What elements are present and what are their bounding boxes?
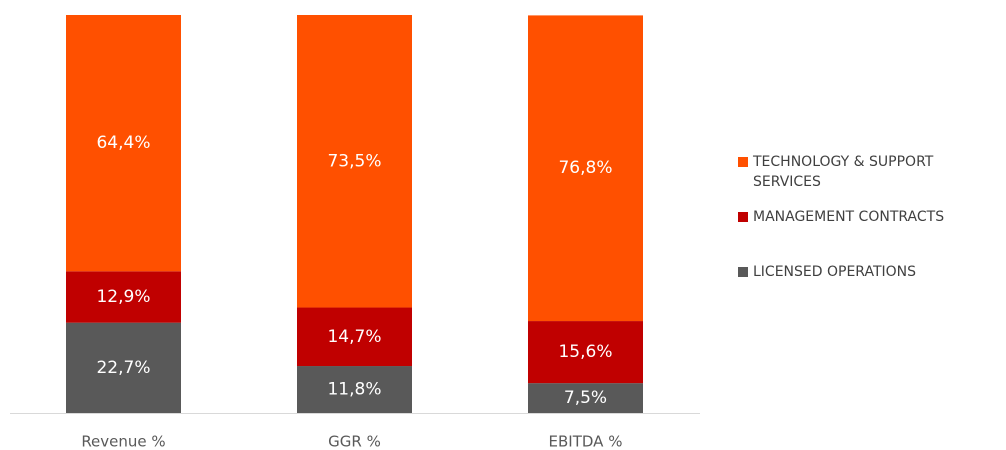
legend-label: LICENSED OPERATIONS [753, 264, 917, 280]
bar-segment [528, 321, 643, 384]
legend-swatch [738, 267, 748, 277]
x-tick-label: GGR % [328, 433, 381, 450]
data-label: 73,5% [327, 151, 381, 171]
data-label: 64,4% [96, 133, 150, 153]
bar-segment [66, 322, 181, 413]
data-label: 14,7% [327, 327, 381, 347]
x-tick-label: EBITDA % [549, 433, 623, 450]
data-label: 15,6% [558, 342, 612, 362]
legend-item: MANAGEMENT CONTRACTS [738, 207, 1006, 227]
bar-segment [66, 271, 181, 323]
bar-segment [297, 307, 412, 367]
data-label: 76,8% [558, 158, 612, 178]
data-label: 11,8% [327, 380, 381, 400]
legend-label: TECHNOLOGY & SUPPORT SERVICES [753, 154, 934, 190]
data-label: 22,7% [96, 358, 150, 378]
data-label: 12,9% [96, 287, 150, 307]
bar-segment [528, 15, 643, 322]
data-label: 7,5% [564, 388, 607, 408]
bar-segment [297, 15, 412, 308]
legend-label: MANAGEMENT CONTRACTS [753, 209, 945, 225]
x-tick-label: Revenue % [81, 433, 165, 450]
legend-item: TECHNOLOGY & SUPPORT SERVICES [738, 152, 1006, 192]
legend-swatch [738, 157, 748, 167]
bar-segment [297, 366, 412, 413]
bar-segment [66, 15, 181, 272]
bar-segment [528, 383, 643, 413]
legend-swatch [738, 212, 748, 222]
legend-item: LICENSED OPERATIONS [738, 262, 1006, 282]
